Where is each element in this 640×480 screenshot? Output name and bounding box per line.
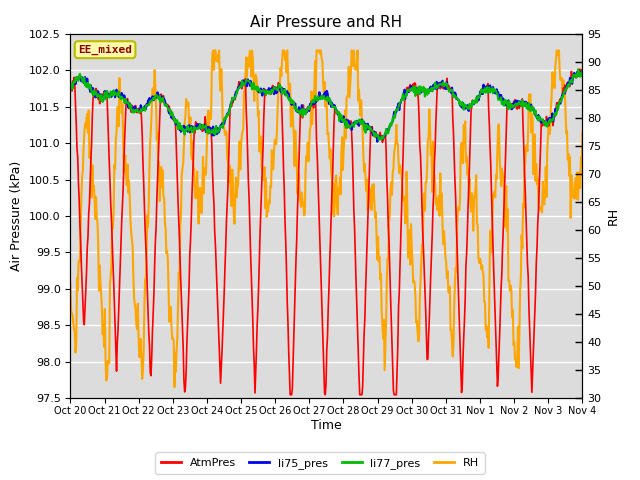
Y-axis label: Air Pressure (kPa): Air Pressure (kPa) [10, 161, 24, 271]
X-axis label: Time: Time [311, 419, 342, 432]
Y-axis label: RH: RH [607, 207, 620, 225]
Legend: AtmPres, li75_pres, li77_pres, RH: AtmPres, li75_pres, li77_pres, RH [156, 453, 484, 474]
Title: Air Pressure and RH: Air Pressure and RH [250, 15, 403, 30]
Text: EE_mixed: EE_mixed [78, 45, 132, 55]
